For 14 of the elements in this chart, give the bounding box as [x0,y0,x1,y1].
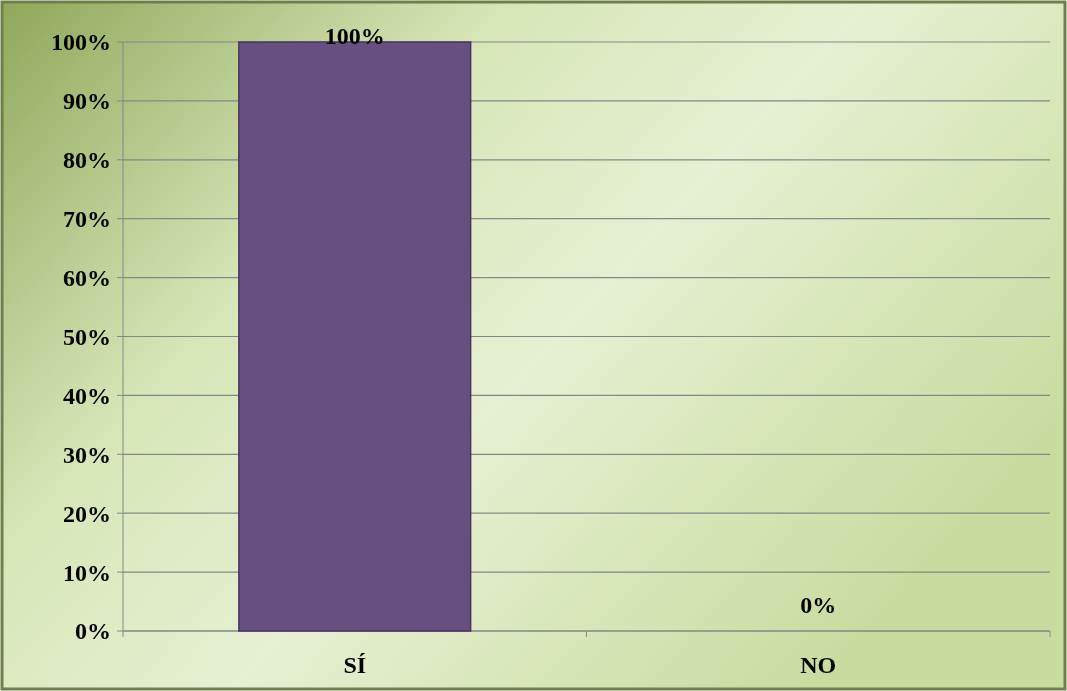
y-tick-label: 20% [63,500,111,527]
y-tick-label: 70% [63,206,111,233]
y-tick-label: 30% [63,441,111,468]
y-tick-label: 40% [63,382,111,409]
y-tick-label: 80% [63,147,111,174]
x-tick-label: NO [800,652,837,678]
y-tick-label: 90% [63,88,111,115]
y-tick-label: 0% [75,618,111,645]
y-tick-label: 100% [51,29,111,56]
x-tick-label: SÍ [343,652,367,678]
y-tick-label: 60% [63,265,111,291]
y-tick-label: 10% [63,559,111,586]
y-tick-label: 50% [63,323,111,350]
data-label: 0% [800,592,837,618]
